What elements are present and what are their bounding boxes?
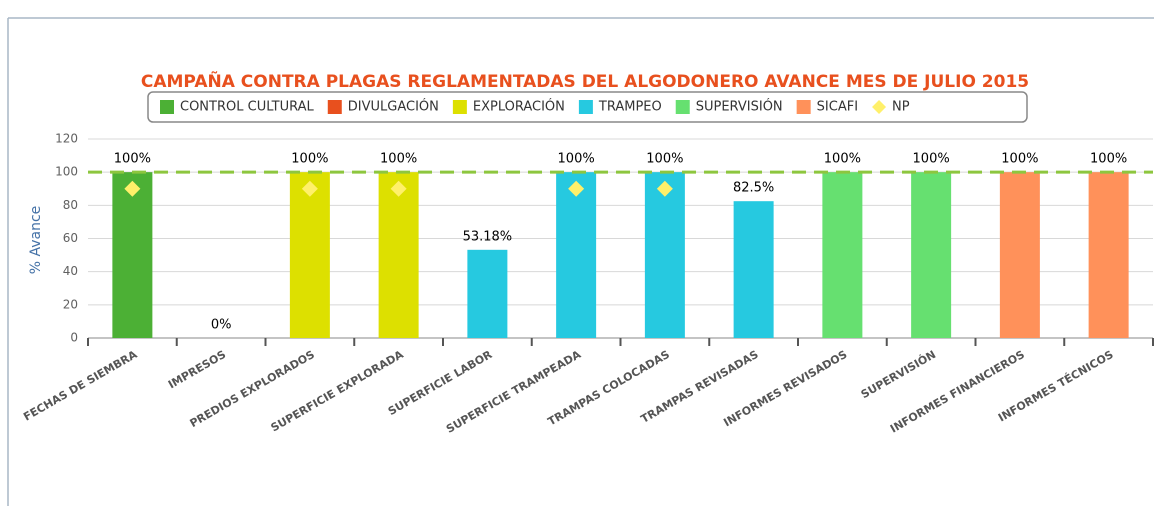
legend-label: NP bbox=[892, 100, 910, 115]
data-label: 100% bbox=[824, 152, 861, 167]
legend-swatch bbox=[872, 100, 887, 114]
np-marker bbox=[124, 180, 141, 197]
y-tick-label: 120 bbox=[55, 132, 78, 146]
legend-swatch bbox=[327, 100, 342, 114]
bar bbox=[467, 249, 508, 338]
bar bbox=[822, 172, 863, 338]
bar bbox=[644, 172, 685, 338]
legend-label: DIVULGACIÓN bbox=[348, 99, 439, 115]
legend-swatch bbox=[452, 100, 467, 114]
x-tick-label: FECHAS DE SIEMBRA bbox=[21, 348, 140, 424]
np-marker bbox=[301, 180, 318, 197]
legend-label: EXPLORACIÓN bbox=[473, 99, 565, 115]
data-label: 100% bbox=[291, 152, 328, 167]
y-axis-title: % Avance bbox=[28, 206, 44, 275]
y-tick-label: 100 bbox=[55, 165, 78, 179]
data-label: 100% bbox=[1090, 152, 1127, 167]
data-label: 100% bbox=[1001, 152, 1038, 167]
data-label: 53.18% bbox=[463, 229, 513, 244]
x-tick-label: IMPRESOS bbox=[166, 348, 228, 391]
bar bbox=[733, 201, 774, 338]
np-marker bbox=[390, 180, 407, 197]
data-label: 100% bbox=[646, 152, 683, 167]
legend-label: SICAFI bbox=[817, 100, 858, 115]
np-marker bbox=[656, 180, 673, 197]
x-tick-label: SUPERVISIÓN bbox=[859, 348, 938, 401]
bar bbox=[999, 172, 1040, 338]
data-label: 100% bbox=[558, 152, 595, 167]
legend-swatch bbox=[675, 100, 690, 114]
y-tick-label: 20 bbox=[63, 297, 78, 311]
chart-title: CAMPAÑA CONTRA PLAGAS REGLAMENTADAS DEL … bbox=[141, 69, 1029, 92]
data-label: 82.5% bbox=[733, 181, 774, 196]
bar bbox=[1088, 172, 1129, 338]
legend-swatch bbox=[160, 100, 174, 114]
y-tick-label: 0 bbox=[70, 331, 78, 345]
np-marker bbox=[568, 180, 585, 197]
bar bbox=[911, 172, 952, 338]
legend-swatch bbox=[578, 100, 593, 114]
y-tick-label: 80 bbox=[63, 198, 78, 212]
bar bbox=[112, 172, 153, 338]
bar bbox=[378, 172, 419, 338]
bar bbox=[556, 172, 597, 338]
data-label: 0% bbox=[211, 318, 232, 333]
bar bbox=[289, 172, 330, 338]
legend-label: SUPERVISIÓN bbox=[696, 99, 783, 115]
legend-swatch bbox=[796, 100, 811, 114]
data-label: 100% bbox=[380, 152, 417, 167]
legend-label: CONTROL CULTURAL bbox=[180, 100, 315, 115]
data-label: 100% bbox=[913, 152, 950, 167]
legend-label: TRAMPEO bbox=[598, 100, 662, 115]
y-tick-label: 40 bbox=[63, 264, 78, 278]
data-label: 100% bbox=[114, 152, 151, 167]
y-tick-label: 60 bbox=[63, 231, 78, 245]
